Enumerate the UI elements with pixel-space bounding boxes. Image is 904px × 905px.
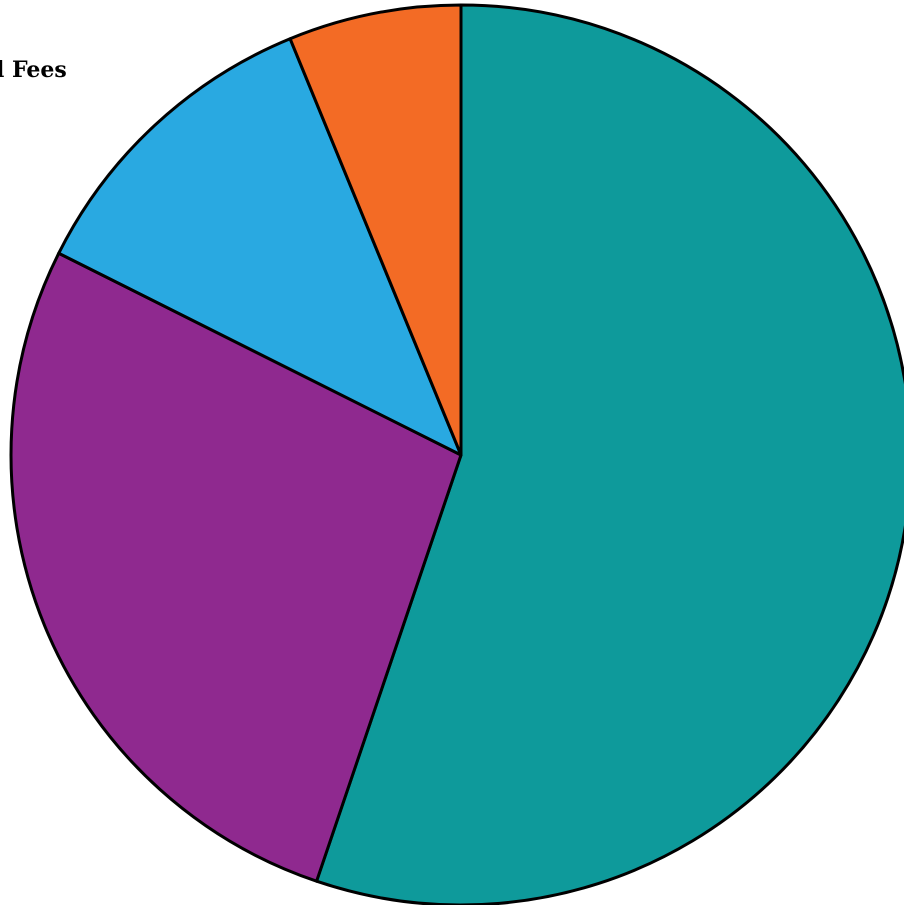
pie-slice-0 bbox=[315, 3, 904, 905]
pie-slice-3 bbox=[288, 3, 463, 457]
pie-slice-1 bbox=[9, 251, 463, 883]
pie-slice-2 bbox=[57, 37, 463, 457]
pie-slices bbox=[9, 3, 904, 905]
slice-label-fees: l Fees bbox=[0, 57, 67, 83]
